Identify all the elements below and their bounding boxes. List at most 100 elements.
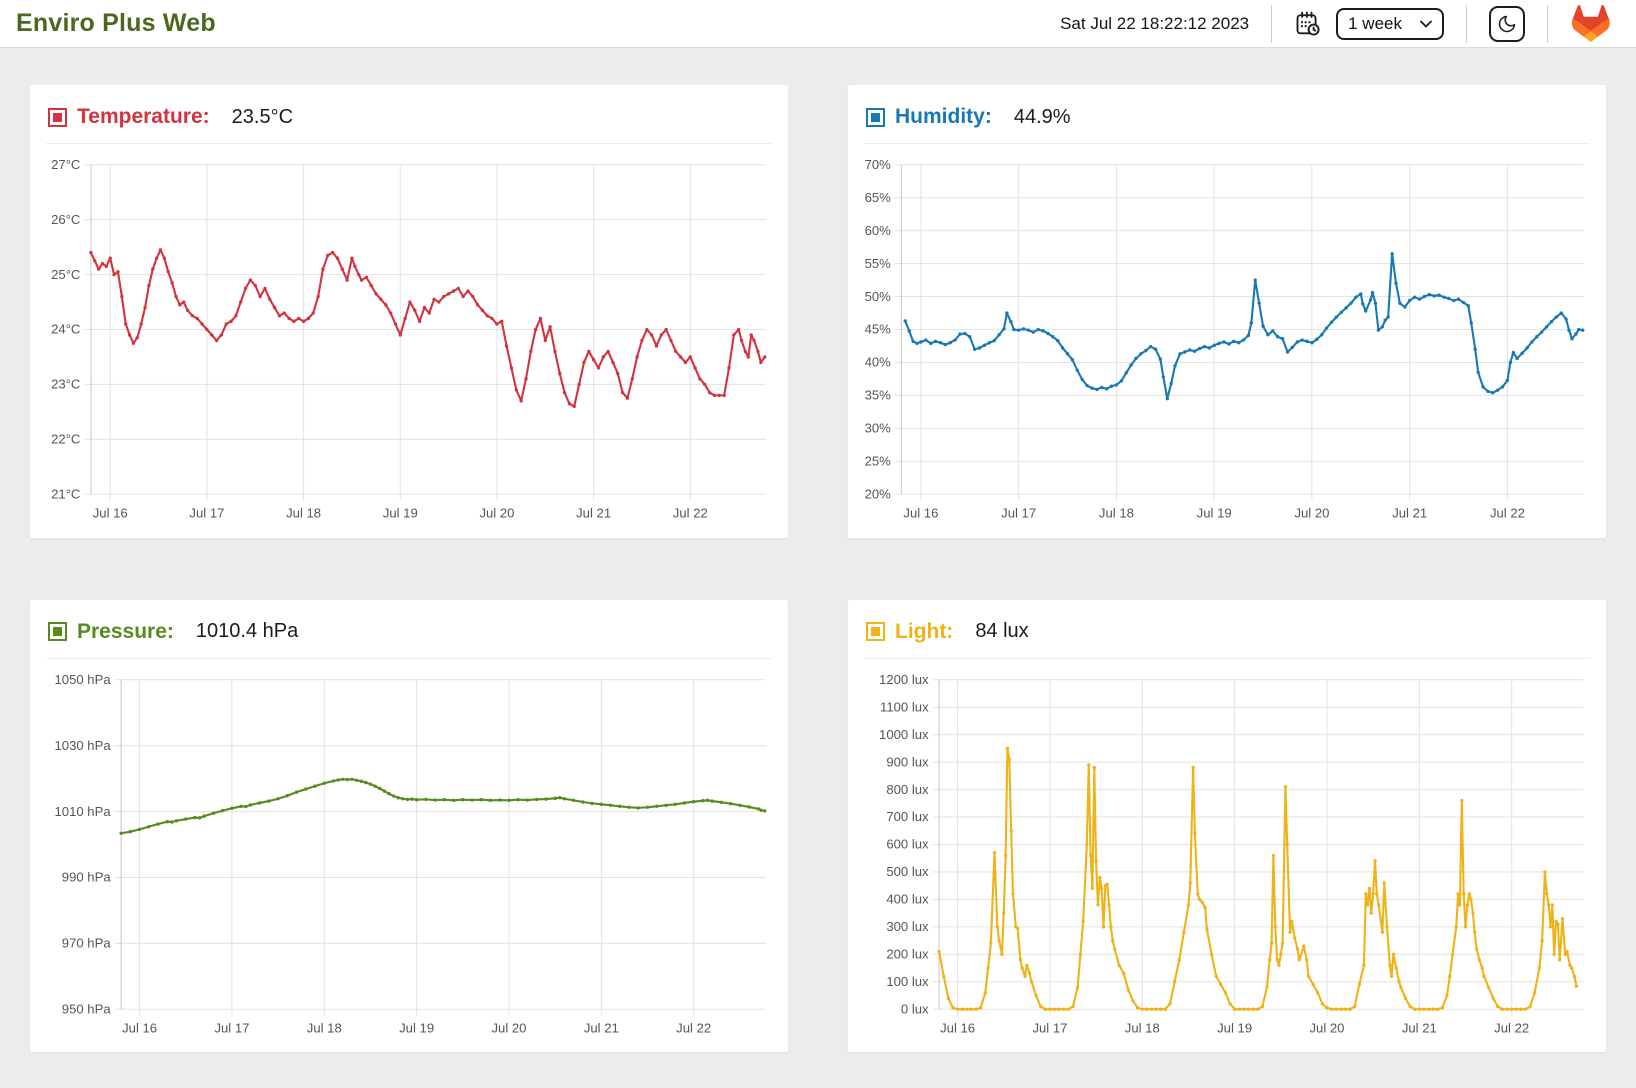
svg-text:1010 hPa: 1010 hPa bbox=[54, 803, 111, 818]
pressure-legend-icon bbox=[48, 622, 67, 642]
humidity-card-header: Humidity: 44.9% bbox=[864, 99, 1590, 144]
light-card-header: Light: 84 lux bbox=[864, 614, 1590, 659]
humidity-series-markers bbox=[903, 252, 1585, 401]
humidity-gridlines bbox=[895, 164, 1584, 501]
time-range-select[interactable]: 1 week bbox=[1336, 7, 1444, 40]
light-series-markers bbox=[937, 746, 1579, 1011]
temperature-value: 23.5°C bbox=[231, 105, 294, 128]
temperature-label: Temperature: bbox=[77, 105, 210, 128]
svg-text:50%: 50% bbox=[865, 289, 892, 304]
svg-text:800 lux: 800 lux bbox=[886, 781, 929, 796]
svg-text:970 hPa: 970 hPa bbox=[62, 935, 112, 950]
dashboard-grid: Temperature: 23.5°C Jul 16 Jul 17 Jul 18 Ju… bbox=[30, 85, 1606, 1053]
app-title: Enviro Plus Web bbox=[16, 9, 216, 37]
svg-text:30%: 30% bbox=[865, 421, 892, 436]
svg-text:1200 lux: 1200 lux bbox=[879, 672, 929, 687]
light-chart[interactable]: Jul 16 Jul 17 Jul 18 Jul 19 Jul 20 Jul 21 Jul … bbox=[864, 663, 1590, 1041]
light-gridlines bbox=[932, 678, 1584, 1016]
svg-text:0 lux: 0 lux bbox=[901, 1001, 929, 1016]
svg-text:950 hPa: 950 hPa bbox=[62, 1001, 112, 1016]
light-series-line bbox=[938, 747, 1578, 1010]
app-header: Enviro Plus Web Sat Jul 22 18:22:12 2023 bbox=[0, 0, 1636, 48]
header-divider bbox=[1547, 4, 1548, 43]
humidity-series-line bbox=[904, 252, 1584, 400]
svg-text:300 lux: 300 lux bbox=[886, 919, 929, 934]
svg-text:200 lux: 200 lux bbox=[886, 946, 929, 961]
humidity-value: 44.9% bbox=[1013, 105, 1071, 128]
svg-text:Jul 19: Jul 19 bbox=[1197, 505, 1232, 520]
calendar-clock-icon[interactable] bbox=[1294, 10, 1322, 38]
svg-text:Jul 21: Jul 21 bbox=[1392, 505, 1427, 520]
svg-text:1100 lux: 1100 lux bbox=[880, 699, 929, 714]
light-label: Light: bbox=[895, 619, 954, 643]
moon-icon bbox=[1498, 15, 1516, 32]
header-controls: Sat Jul 22 18:22:12 2023 1 we bbox=[1060, 4, 1612, 44]
svg-text:45%: 45% bbox=[865, 322, 892, 337]
pressure-chart[interactable]: Jul 16 Jul 17 Jul 18 Jul 19 Jul 20 Jul 21 Jul … bbox=[46, 663, 772, 1041]
svg-text:Jul 19: Jul 19 bbox=[1217, 1020, 1252, 1035]
svg-text:22°C: 22°C bbox=[51, 432, 80, 447]
svg-text:Jul 18: Jul 18 bbox=[1125, 1020, 1160, 1035]
light-card: Light: 84 lux Jul 16 Jul 17 Jul 18 Jul 19 Ju… bbox=[848, 599, 1606, 1053]
svg-text:Jul 17: Jul 17 bbox=[189, 505, 224, 520]
svg-text:1050 hPa: 1050 hPa bbox=[54, 672, 111, 687]
humidity-label: Humidity: bbox=[895, 105, 992, 128]
light-legend-icon bbox=[866, 622, 885, 642]
svg-text:27°C: 27°C bbox=[51, 157, 80, 172]
svg-text:Jul 18: Jul 18 bbox=[286, 505, 321, 520]
svg-text:Jul 22: Jul 22 bbox=[1494, 1020, 1529, 1035]
svg-text:Jul 21: Jul 21 bbox=[1402, 1020, 1437, 1035]
temperature-series-line bbox=[89, 248, 766, 408]
svg-text:70%: 70% bbox=[865, 157, 892, 172]
svg-text:100 lux: 100 lux bbox=[886, 974, 929, 989]
svg-text:1030 hPa: 1030 hPa bbox=[54, 738, 111, 753]
svg-text:20%: 20% bbox=[865, 486, 892, 501]
pressure-value: 1010.4 hPa bbox=[195, 620, 299, 643]
svg-text:Jul 16: Jul 16 bbox=[940, 1020, 975, 1035]
temperature-chart[interactable]: Jul 16 Jul 17 Jul 18 Jul 19 Jul 20 Jul 21 Jul … bbox=[46, 148, 772, 526]
svg-text:Jul 20: Jul 20 bbox=[491, 1020, 526, 1035]
svg-text:Jul 20: Jul 20 bbox=[1309, 1020, 1344, 1035]
pressure-tick-labels: Jul 16 Jul 17 Jul 18 Jul 19 Jul 20 Jul 21 Jul … bbox=[54, 672, 711, 1035]
svg-text:Jul 21: Jul 21 bbox=[576, 505, 611, 520]
header-divider bbox=[1466, 4, 1467, 43]
temperature-card: Temperature: 23.5°C Jul 16 Jul 17 Jul 18 Ju… bbox=[30, 85, 788, 538]
dark-mode-toggle[interactable] bbox=[1489, 5, 1525, 42]
time-range-value: 1 week bbox=[1348, 13, 1402, 33]
temperature-tick-labels: Jul 16 Jul 17 Jul 18 Jul 19 Jul 20 Jul 21 Jul … bbox=[51, 157, 708, 520]
pressure-card: Pressure: 1010.4 hPa Jul 16 Jul 17 Jul 18 J… bbox=[30, 599, 788, 1053]
svg-text:500 lux: 500 lux bbox=[886, 864, 929, 879]
svg-text:Jul 17: Jul 17 bbox=[214, 1020, 249, 1035]
humidity-legend-icon bbox=[866, 107, 885, 127]
svg-text:Jul 19: Jul 19 bbox=[399, 1020, 434, 1035]
svg-text:990 hPa: 990 hPa bbox=[62, 869, 112, 884]
svg-text:600 lux: 600 lux bbox=[886, 836, 929, 851]
humidity-tick-labels: Jul 16 Jul 17 Jul 18 Jul 19 Jul 20 Jul 21 Jul … bbox=[865, 157, 1525, 520]
svg-text:Jul 16: Jul 16 bbox=[903, 505, 938, 520]
svg-text:Jul 19: Jul 19 bbox=[383, 505, 418, 520]
svg-text:Jul 16: Jul 16 bbox=[122, 1020, 157, 1035]
light-tick-labels: Jul 16 Jul 17 Jul 18 Jul 19 Jul 20 Jul 21 Jul … bbox=[879, 672, 1529, 1035]
svg-text:25%: 25% bbox=[865, 453, 892, 468]
time-range-group: 1 week bbox=[1294, 7, 1444, 40]
svg-text:23°C: 23°C bbox=[51, 377, 80, 392]
humidity-card: Humidity: 44.9% Jul 16 Jul 17 Jul 18 Jul 19… bbox=[848, 85, 1606, 538]
svg-text:35%: 35% bbox=[865, 388, 892, 403]
pressure-gridlines bbox=[114, 678, 766, 1016]
svg-text:55%: 55% bbox=[865, 256, 892, 271]
pressure-series-line bbox=[120, 777, 766, 835]
svg-text:Jul 18: Jul 18 bbox=[1099, 505, 1134, 520]
gitlab-link[interactable] bbox=[1570, 4, 1612, 44]
svg-text:900 lux: 900 lux bbox=[886, 754, 929, 769]
svg-text:Jul 20: Jul 20 bbox=[479, 505, 514, 520]
svg-text:Jul 20: Jul 20 bbox=[1294, 505, 1329, 520]
svg-text:24°C: 24°C bbox=[51, 322, 80, 337]
svg-text:Jul 22: Jul 22 bbox=[1490, 505, 1525, 520]
svg-text:Jul 16: Jul 16 bbox=[93, 505, 128, 520]
svg-text:65%: 65% bbox=[865, 190, 892, 205]
chevron-down-icon bbox=[1420, 20, 1432, 28]
svg-text:60%: 60% bbox=[865, 223, 892, 238]
light-value: 84 lux bbox=[975, 620, 1029, 643]
temperature-card-header: Temperature: 23.5°C bbox=[46, 99, 772, 144]
humidity-chart[interactable]: Jul 16 Jul 17 Jul 18 Jul 19 Jul 20 Jul 21 Jul … bbox=[864, 148, 1590, 526]
